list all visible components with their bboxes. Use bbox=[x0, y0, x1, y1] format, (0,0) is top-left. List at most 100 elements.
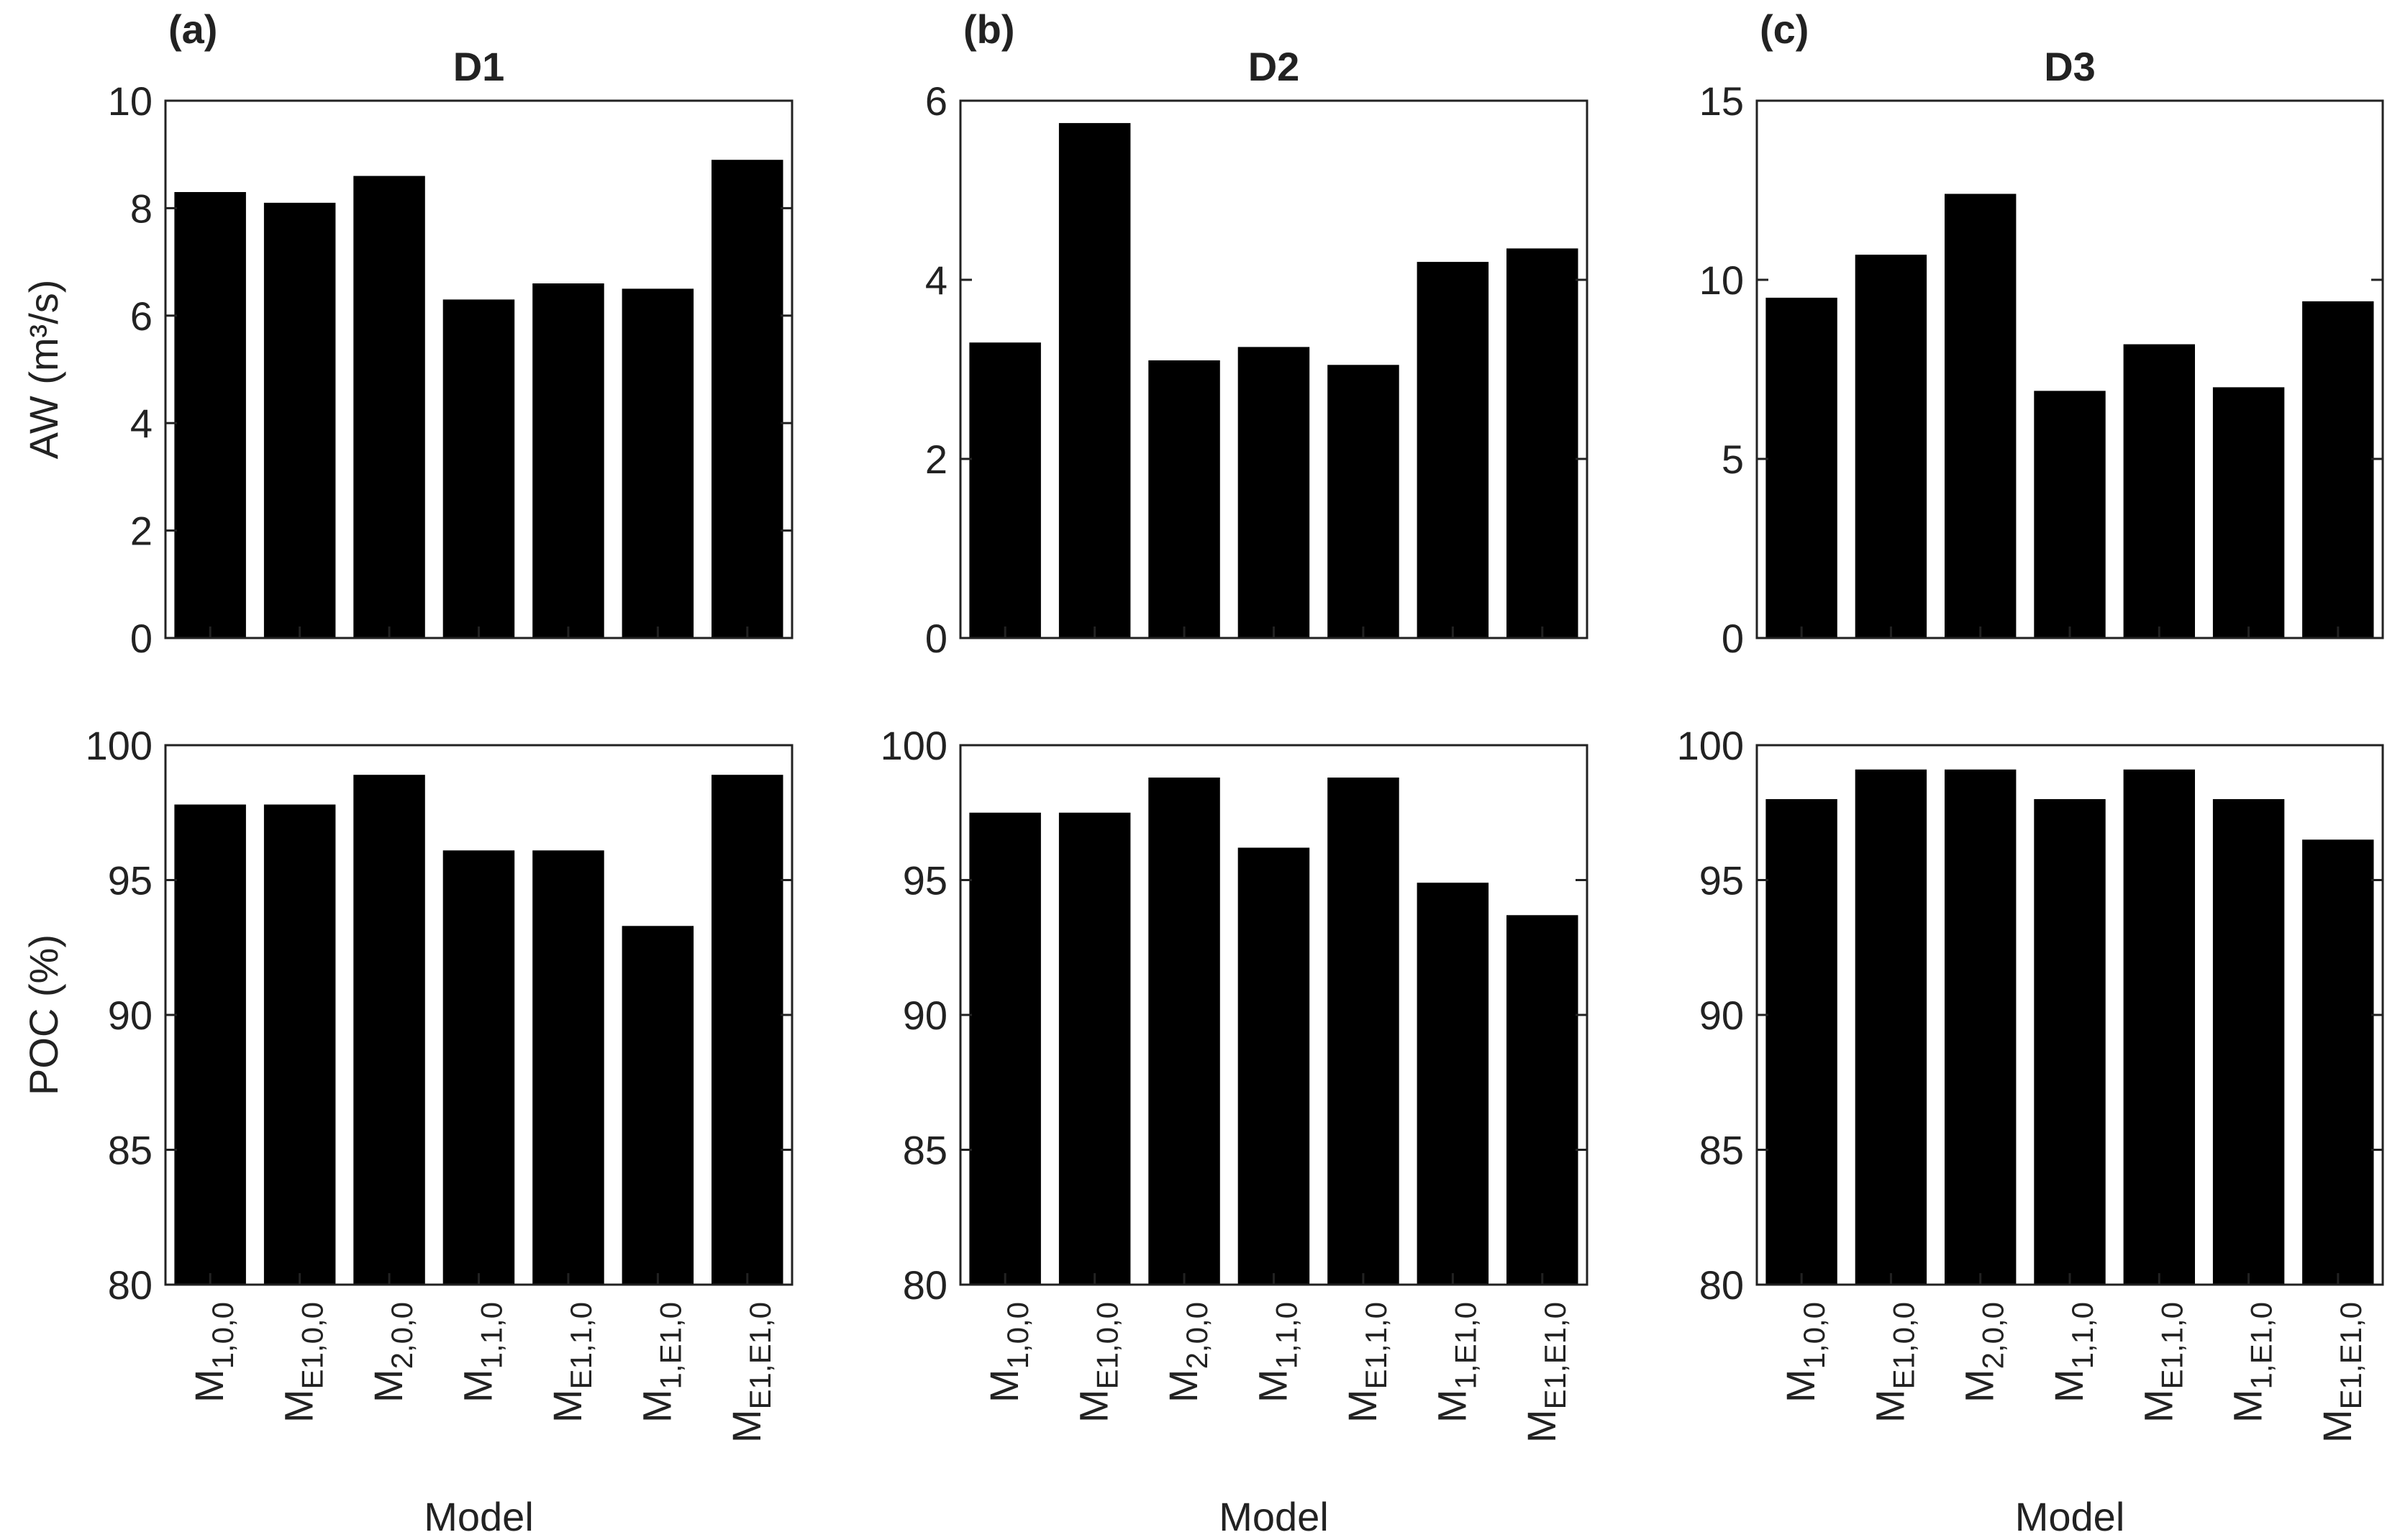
ytick-label-aw-d3-1: 5 bbox=[1722, 437, 1744, 482]
xtick-label-poc-d3-6: M1,E1,0 bbox=[2225, 1302, 2278, 1423]
ytick-label-aw-d1-0: 0 bbox=[130, 616, 153, 661]
ytick-label-poc-d3-3: 95 bbox=[1699, 858, 1744, 903]
chart-aw-d1: 0 2 4 6 8 10 D1 (a) AW (m³/s) bbox=[21, 6, 794, 661]
xtick-label-poc-d1-5: ME1,1,0 bbox=[545, 1302, 598, 1423]
xtick-label-poc-d2-1: M1,0,0 bbox=[981, 1302, 1035, 1403]
ytick-label-aw-d1-5: 10 bbox=[108, 78, 153, 124]
bar-aw-d2-1 bbox=[969, 342, 1041, 638]
bar-aw-d1-5 bbox=[532, 283, 604, 638]
bar-poc-d3-2 bbox=[1855, 769, 1927, 1285]
bar-poc-d1-2 bbox=[263, 804, 336, 1285]
xtick-label-poc-d3-5: ME1,1,0 bbox=[2135, 1302, 2188, 1423]
bar-aw-d3-3 bbox=[1945, 193, 2017, 638]
bar-poc-d3-1 bbox=[1765, 799, 1837, 1285]
bar-aw-d1-1 bbox=[174, 192, 246, 638]
xtick-label-poc-d1-6: M1,E1,0 bbox=[634, 1302, 687, 1423]
ytick-label-aw-d2-3: 6 bbox=[925, 78, 947, 124]
bar-poc-d3-4 bbox=[2034, 799, 2106, 1285]
ytick-label-aw-d2-1: 2 bbox=[925, 437, 947, 482]
bar-poc-d2-2 bbox=[1058, 812, 1131, 1285]
chart-aw-d2: 0 2 4 6 D2 (b) bbox=[925, 6, 1588, 661]
ylabel-poc-d1: POC (%) bbox=[21, 934, 66, 1095]
ytick-label-poc-d2-3: 95 bbox=[903, 858, 947, 903]
bar-aw-d1-2 bbox=[263, 202, 336, 638]
bar-aw-d2-7 bbox=[1506, 248, 1578, 638]
xtick-label-poc-d2-7: ME1,E1,0 bbox=[1519, 1302, 1572, 1443]
ytick-label-poc-d3-0: 80 bbox=[1699, 1262, 1744, 1308]
chart-poc-d2: 80 85 90 95 100 M1,0,0 ME1,0,0 M2,0,0 M1,1,0 ME1,… bbox=[881, 723, 1588, 1539]
ytick-label-poc-d2-0: 80 bbox=[903, 1262, 947, 1308]
xtick-label-poc-d3-4: M1,1,0 bbox=[2046, 1302, 2099, 1403]
ytick-label-aw-d3-0: 0 bbox=[1722, 616, 1744, 661]
ytick-label-aw-d1-2: 4 bbox=[130, 401, 153, 446]
ytick-label-poc-d2-1: 85 bbox=[903, 1128, 947, 1173]
xlabel-poc-d1: Model bbox=[424, 1494, 534, 1539]
ytick-label-aw-d3-3: 15 bbox=[1699, 78, 1744, 124]
panel-title-d1: D1 bbox=[453, 44, 505, 89]
bar-poc-d2-3 bbox=[1148, 778, 1220, 1285]
panel-title-d3: D3 bbox=[2044, 44, 2096, 89]
bar-aw-d3-7 bbox=[2302, 301, 2374, 638]
ytick-label-poc-d3-1: 85 bbox=[1699, 1128, 1744, 1173]
panel-tag-d1: (a) bbox=[168, 6, 217, 52]
chart-aw-d3: 0 5 10 15 D3 (c) bbox=[1699, 6, 2384, 661]
chart-poc-d1: 80 85 90 95 100 POC (%) M1,0,0 ME1,0,0 M2,0,0 M1,… bbox=[21, 723, 794, 1539]
ytick-label-poc-d3-4: 100 bbox=[1677, 723, 1744, 768]
panel-title-d2: D2 bbox=[1248, 44, 1300, 89]
ytick-label-poc-d3-2: 90 bbox=[1699, 993, 1744, 1038]
bar-poc-d1-6 bbox=[622, 926, 694, 1285]
ytick-label-aw-d3-2: 10 bbox=[1699, 258, 1744, 303]
panel-tag-d3: (c) bbox=[1760, 6, 1809, 52]
ytick-label-aw-d2-0: 0 bbox=[925, 616, 947, 661]
xlabel-poc-d2: Model bbox=[1219, 1494, 1329, 1539]
ytick-label-aw-d1-3: 6 bbox=[130, 293, 153, 339]
bar-aw-d2-4 bbox=[1237, 347, 1310, 638]
xtick-label-poc-d1-4: M1,1,0 bbox=[455, 1302, 509, 1403]
bar-aw-d3-5 bbox=[2123, 344, 2195, 638]
bar-poc-d2-7 bbox=[1506, 915, 1578, 1285]
bar-aw-d1-3 bbox=[353, 176, 425, 639]
bar-poc-d2-4 bbox=[1237, 847, 1310, 1285]
bar-poc-d1-7 bbox=[712, 775, 783, 1285]
xtick-label-poc-d1-3: M2,0,0 bbox=[365, 1302, 419, 1403]
xtick-label-poc-d2-3: M2,0,0 bbox=[1160, 1302, 1214, 1403]
ytick-label-poc-d1-4: 100 bbox=[86, 723, 153, 768]
bar-aw-d2-5 bbox=[1327, 365, 1399, 638]
bar-poc-d1-3 bbox=[353, 775, 425, 1285]
bar-aw-d1-7 bbox=[712, 160, 783, 638]
ytick-label-aw-d2-2: 4 bbox=[925, 258, 947, 303]
xlabel-poc-d3: Model bbox=[2015, 1494, 2125, 1539]
ylabel-aw-d1: AW (m³/s) bbox=[21, 280, 66, 460]
panel-tag-d2: (b) bbox=[963, 6, 1015, 52]
ytick-label-poc-d1-1: 85 bbox=[108, 1128, 153, 1173]
bar-aw-d2-2 bbox=[1058, 123, 1131, 639]
bar-aw-d1-6 bbox=[622, 288, 694, 638]
ytick-label-poc-d2-4: 100 bbox=[881, 723, 947, 768]
bar-aw-d3-1 bbox=[1765, 297, 1837, 638]
ytick-label-aw-d1-4: 8 bbox=[130, 186, 153, 231]
bar-poc-d2-6 bbox=[1417, 883, 1489, 1285]
bar-aw-d2-3 bbox=[1148, 360, 1220, 638]
bar-poc-d3-5 bbox=[2123, 769, 2195, 1285]
xtick-label-poc-d2-2: ME1,0,0 bbox=[1071, 1302, 1124, 1423]
xtick-label-poc-d3-3: M2,0,0 bbox=[1957, 1302, 2010, 1403]
ytick-label-poc-d1-3: 95 bbox=[108, 858, 153, 903]
bar-poc-d2-1 bbox=[969, 812, 1041, 1285]
ytick-label-poc-d1-0: 80 bbox=[108, 1262, 153, 1308]
xtick-label-poc-d2-5: ME1,1,0 bbox=[1340, 1302, 1393, 1423]
bar-aw-d3-2 bbox=[1855, 255, 1927, 639]
xtick-label-poc-d1-2: ME1,0,0 bbox=[276, 1302, 329, 1423]
xtick-label-poc-d3-7: ME1,E1,0 bbox=[2314, 1302, 2368, 1443]
ytick-label-poc-d2-2: 90 bbox=[903, 993, 947, 1038]
bar-poc-d1-1 bbox=[174, 804, 246, 1285]
bar-aw-d1-4 bbox=[442, 299, 515, 638]
bar-aw-d2-6 bbox=[1417, 262, 1489, 639]
bar-poc-d3-6 bbox=[2212, 799, 2285, 1285]
bar-aw-d3-4 bbox=[2034, 391, 2106, 638]
xtick-label-poc-d3-2: ME1,0,0 bbox=[1867, 1302, 1920, 1423]
bar-poc-d3-3 bbox=[1945, 769, 2017, 1285]
bar-poc-d1-5 bbox=[532, 850, 604, 1285]
xtick-label-poc-d1-7: ME1,E1,0 bbox=[724, 1302, 777, 1443]
chart-poc-d3: 80 85 90 95 100 M1,0,0 ME1,0,0 M2,0,0 M1,1,0 ME1,… bbox=[1677, 723, 2384, 1539]
